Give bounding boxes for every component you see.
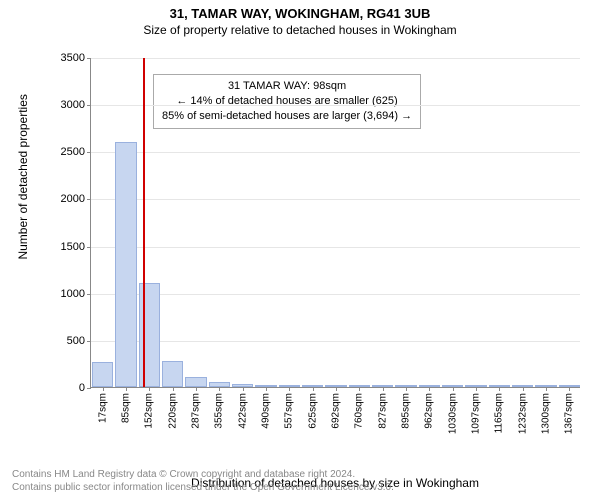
ytick-label: 1000 (61, 288, 85, 300)
legend-line-3: 85% of semi-detached houses are larger (… (162, 109, 412, 124)
xtick-label: 17sqm (97, 393, 108, 423)
xtick-mark (499, 387, 500, 391)
xtick-label: 422sqm (237, 393, 248, 429)
xtick-label: 557sqm (284, 393, 295, 429)
ytick-label: 500 (67, 335, 85, 347)
legend-line-2: ← 14% of detached houses are smaller (62… (162, 94, 412, 109)
xtick-label: 1165sqm (494, 393, 505, 433)
xtick-mark (243, 387, 244, 391)
xtick-label: 220sqm (167, 393, 178, 429)
ytick-label: 0 (79, 382, 85, 394)
xtick-mark (336, 387, 337, 391)
xtick-mark (289, 387, 290, 391)
grid-line (91, 105, 580, 106)
ytick-label: 3000 (61, 99, 85, 111)
xtick-label: 692sqm (331, 393, 342, 429)
page-title: 31, TAMAR WAY, WOKINGHAM, RG41 3UB (0, 0, 600, 21)
xtick-label: 287sqm (191, 393, 202, 429)
grid-line (91, 247, 580, 248)
xtick-label: 490sqm (261, 393, 272, 429)
ytick-mark (87, 58, 91, 59)
xtick-mark (149, 387, 150, 391)
xtick-label: 85sqm (121, 393, 132, 423)
histogram-chart: Number of detached properties 31 TAMAR W… (60, 58, 580, 428)
xtick-label: 760sqm (354, 393, 365, 429)
grid-line (91, 199, 580, 200)
xtick-label: 1097sqm (471, 393, 482, 434)
footer-line-1: Contains HM Land Registry data © Crown c… (12, 469, 394, 482)
ytick-label: 2000 (61, 193, 85, 205)
y-axis-label: Number of detached properties (16, 94, 30, 259)
xtick-label: 895sqm (401, 393, 412, 429)
grid-line (91, 152, 580, 153)
xtick-label: 355sqm (214, 393, 225, 429)
ytick-mark (87, 247, 91, 248)
xtick-mark (126, 387, 127, 391)
xtick-mark (103, 387, 104, 391)
xtick-mark (383, 387, 384, 391)
xtick-mark (266, 387, 267, 391)
histogram-bar (185, 377, 206, 387)
ytick-label: 2500 (61, 146, 85, 158)
xtick-label: 1367sqm (564, 393, 575, 434)
ytick-mark (87, 199, 91, 200)
histogram-bar (92, 362, 113, 387)
xtick-mark (546, 387, 547, 391)
histogram-bar (115, 142, 136, 387)
xtick-mark (406, 387, 407, 391)
xtick-mark (196, 387, 197, 391)
xtick-label: 1232sqm (517, 393, 528, 434)
ytick-mark (87, 294, 91, 295)
xtick-label: 625sqm (307, 393, 318, 429)
xtick-mark (476, 387, 477, 391)
xtick-mark (359, 387, 360, 391)
ytick-label: 3500 (61, 52, 85, 64)
histogram-bar (139, 283, 160, 387)
plot-area: 31 TAMAR WAY: 98sqm ← 14% of detached ho… (90, 58, 580, 388)
xtick-mark (173, 387, 174, 391)
chart-legend: 31 TAMAR WAY: 98sqm ← 14% of detached ho… (153, 74, 421, 129)
xtick-mark (219, 387, 220, 391)
footer-line-2: Contains public sector information licen… (12, 482, 394, 495)
property-marker-line (143, 58, 145, 387)
xtick-mark (453, 387, 454, 391)
xtick-label: 1300sqm (541, 393, 552, 434)
page-subtitle: Size of property relative to detached ho… (0, 21, 600, 37)
xtick-label: 827sqm (377, 393, 388, 429)
xtick-label: 962sqm (424, 393, 435, 429)
ytick-mark (87, 388, 91, 389)
xtick-label: 152sqm (144, 393, 155, 429)
ytick-label: 1500 (61, 241, 85, 253)
ytick-mark (87, 105, 91, 106)
ytick-mark (87, 341, 91, 342)
xtick-mark (313, 387, 314, 391)
ytick-mark (87, 152, 91, 153)
footer-attribution: Contains HM Land Registry data © Crown c… (12, 469, 394, 494)
xtick-mark (569, 387, 570, 391)
grid-line (91, 294, 580, 295)
xtick-label: 1030sqm (447, 393, 458, 434)
xtick-mark (429, 387, 430, 391)
histogram-bar (162, 361, 183, 387)
grid-line (91, 341, 580, 342)
xtick-mark (523, 387, 524, 391)
legend-line-1: 31 TAMAR WAY: 98sqm (162, 79, 412, 94)
grid-line (91, 58, 580, 59)
